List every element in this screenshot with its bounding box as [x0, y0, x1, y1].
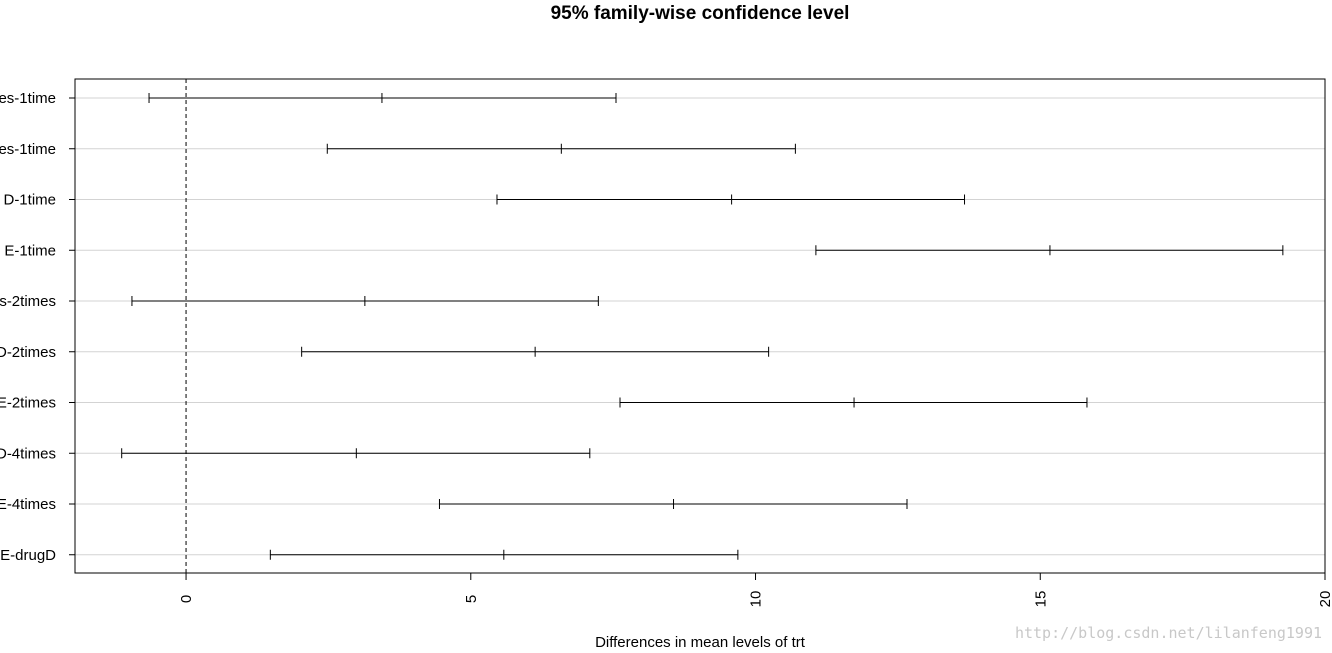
y-tick-label: D-2times	[0, 344, 56, 361]
y-tick-label: E-2times	[0, 395, 56, 412]
y-tick-label: es-1time	[0, 90, 56, 107]
x-tick-label: 5	[463, 595, 480, 603]
interval-row	[326, 143, 796, 154]
y-tick-label: D-1time	[3, 192, 56, 209]
x-axis-label: Differences in mean levels of trt	[595, 634, 806, 651]
x-tick-label: 20	[1317, 591, 1332, 608]
intervals	[121, 93, 1284, 560]
plot-frame	[74, 78, 1326, 574]
interval-row	[815, 245, 1284, 256]
y-tick-label: s-2times	[0, 293, 56, 310]
interval-row	[269, 549, 739, 560]
y-tick-label: D-4times	[0, 445, 56, 462]
y-tick-label: E-drugD	[0, 547, 56, 564]
x-tick-label: 0	[178, 595, 195, 603]
interval-row	[121, 448, 591, 459]
grid-lines	[75, 97, 1325, 556]
watermark: http://blog.csdn.net/lilanfeng1991	[1015, 624, 1322, 642]
y-tick-label: E-4times	[0, 496, 56, 513]
x-tick-label: 15	[1032, 591, 1049, 608]
interval-row	[496, 194, 966, 205]
x-tick-label: 10	[748, 591, 765, 608]
interval-row	[301, 346, 770, 357]
y-axis-labels: es-1time es-1time D-1time E-1time s-2times D-…	[0, 90, 75, 564]
y-tick-label: E-1time	[4, 242, 56, 259]
interval-row	[619, 397, 1088, 408]
interval-row	[438, 499, 908, 509]
interval-row	[148, 93, 617, 103]
x-axis: 0 5 10 15 20	[178, 572, 1332, 608]
chart-title: 95% family-wise confidence level	[551, 3, 850, 24]
y-tick-label: es-1time	[0, 141, 56, 158]
interval-row	[131, 296, 599, 306]
